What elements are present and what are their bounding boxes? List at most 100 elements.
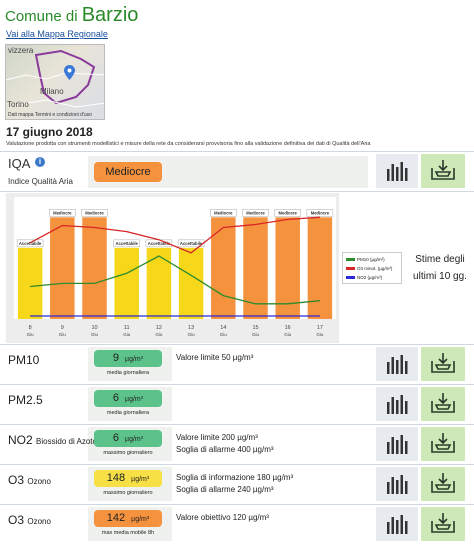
download-tray-icon <box>431 160 455 180</box>
bar-label: Mediocre <box>246 211 265 216</box>
pollutant-value-badge: 9 µg/m³ <box>94 350 162 367</box>
pollutant-value-badge: 142 µg/m³ <box>94 510 162 527</box>
bar-label: Mediocre <box>311 211 330 216</box>
iqa-bar <box>178 247 204 319</box>
o3-line <box>29 216 320 254</box>
legend-item-pm10: PM10 (µg/m³) <box>346 255 398 264</box>
iqa-bar <box>82 217 107 319</box>
disclaimer-note: Valutazione prodotta con strumenti model… <box>6 141 371 147</box>
threshold-text: Valore obiettivo 120 µg/m³ <box>176 513 269 522</box>
x-tick-month: Giu <box>220 332 228 337</box>
map-footer: Dati mappa Termini e condizioni d'uso <box>8 112 92 118</box>
bar-chart-icon <box>387 475 408 494</box>
map-label-milano: Milano <box>40 87 64 96</box>
download-tray-icon <box>431 393 455 413</box>
pollutant-name: NO2 Biossido di Azoto <box>8 433 97 447</box>
regional-map-link[interactable]: Vai alla Mappa Regionale <box>6 29 108 39</box>
legend-item-o3: O3 minut. (µg/m³) <box>346 264 398 273</box>
iqa-bar <box>50 217 75 319</box>
download-tray-icon <box>431 433 455 453</box>
divider <box>0 424 474 425</box>
divider <box>0 151 474 152</box>
divider <box>0 504 474 505</box>
chart-button-pm2-5[interactable] <box>376 387 418 421</box>
download-button-o3-ozono[interactable] <box>421 467 465 501</box>
iqa-status-badge: Mediocre <box>94 162 162 182</box>
download-button-pm10[interactable] <box>421 347 465 381</box>
download-button-no2-biossido-di-azoto[interactable] <box>421 427 465 461</box>
threshold-text: Soglia di informazione 180 µg/m³ <box>176 473 294 482</box>
chart-button-pm10[interactable] <box>376 347 418 381</box>
bar-label: Mediocre <box>279 211 298 216</box>
map-label-torino: Torino <box>7 100 29 109</box>
bar-label: Accettabile <box>19 241 42 246</box>
x-tick-label: 15 <box>252 325 258 331</box>
x-tick-label: 8 <box>29 325 32 331</box>
bar-label-box <box>81 209 108 217</box>
legend-item-no2: NO2 (µg/m³) <box>346 273 398 282</box>
title-prefix: Comune di <box>5 8 78 25</box>
chart-svg: Accettabile8GiuMediocre9GiuMediocre10Giu… <box>14 197 336 337</box>
estimate-caption: Stime degli ultimi 10 gg. <box>413 254 467 282</box>
x-tick-month: Giu <box>252 332 260 337</box>
map-label-svizzera: vizzera <box>8 46 34 55</box>
map-pin-icon <box>64 65 75 80</box>
map-border-shape <box>6 49 104 108</box>
bar-label: Mediocre <box>214 211 233 216</box>
bar-label: Accettabile <box>116 241 139 246</box>
iqa-history-chart: Accettabile 8 Giu Mediocre 9 Giu Mediocre 10 Giu… <box>6 193 339 343</box>
location-map[interactable]: vizzera Milano Torino Dati mappa Termini… <box>5 44 105 120</box>
value-label: massimo giornaliero <box>103 490 153 496</box>
iqa-bar <box>146 247 172 319</box>
bar-label-box <box>49 209 76 217</box>
chart-button-no2-biossido-di-azoto[interactable] <box>376 427 418 461</box>
iqa-label: IQA <box>8 156 31 171</box>
forecast-date: 17 giugno 2018 <box>6 125 93 139</box>
x-tick-month: Giu <box>188 332 196 337</box>
x-tick-label: 10 <box>91 325 97 331</box>
pollutant-value-badge: 6 µg/m³ <box>94 390 162 407</box>
bar-chart-icon <box>387 162 408 181</box>
iqa-bar <box>307 217 333 319</box>
municipality-name: Barzio <box>81 4 139 26</box>
x-tick-label: 16 <box>285 325 291 331</box>
download-tray-icon <box>431 513 455 533</box>
download-button-pm2-5[interactable] <box>421 387 465 421</box>
bar-chart-icon <box>387 395 408 414</box>
value-label: max media mobile 8h <box>101 530 155 536</box>
x-tick-month: Giu <box>27 332 34 337</box>
download-tray-icon <box>431 473 455 493</box>
pm10-line <box>30 255 320 305</box>
iqa-download-button[interactable] <box>421 154 465 188</box>
iqa-sublabel: Indice Qualità Aria <box>8 177 73 186</box>
bar-label-box <box>274 209 301 217</box>
bar-label: Mediocre <box>85 211 104 216</box>
x-tick-month: Giu <box>155 332 163 337</box>
chart-button-o3-ozono[interactable] <box>376 467 418 501</box>
info-icon[interactable]: i <box>35 157 45 167</box>
bar-label-box <box>16 239 44 248</box>
iqa-bar <box>275 217 300 319</box>
x-tick-label: 17 <box>317 325 323 331</box>
x-tick-label: 14 <box>220 325 226 331</box>
bar-label: Mediocre <box>53 211 72 216</box>
iqa-chart-button[interactable] <box>376 154 418 188</box>
divider <box>0 384 474 385</box>
bar-label: Accettabile <box>180 241 203 246</box>
threshold-text: Valore limite 200 µg/m³ <box>176 433 258 442</box>
x-tick-month: Giu <box>316 332 324 337</box>
threshold-text: Soglia di allarme 240 µg/m³ <box>176 485 274 494</box>
x-tick-label: 13 <box>188 325 194 331</box>
x-tick-label: 12 <box>156 325 162 331</box>
x-tick-label: 9 <box>61 325 64 331</box>
divider <box>0 191 474 192</box>
iqa-bar <box>211 217 236 319</box>
bar-chart-icon <box>387 515 408 534</box>
iqa-bar <box>17 247 43 319</box>
bar-chart-icon <box>387 355 408 374</box>
divider <box>0 464 474 465</box>
x-tick-month: Giu <box>59 332 67 337</box>
page-title: Comune di Barzio <box>5 4 138 27</box>
chart-button-o3-ozono[interactable] <box>376 507 418 541</box>
download-button-o3-ozono[interactable] <box>421 507 465 541</box>
